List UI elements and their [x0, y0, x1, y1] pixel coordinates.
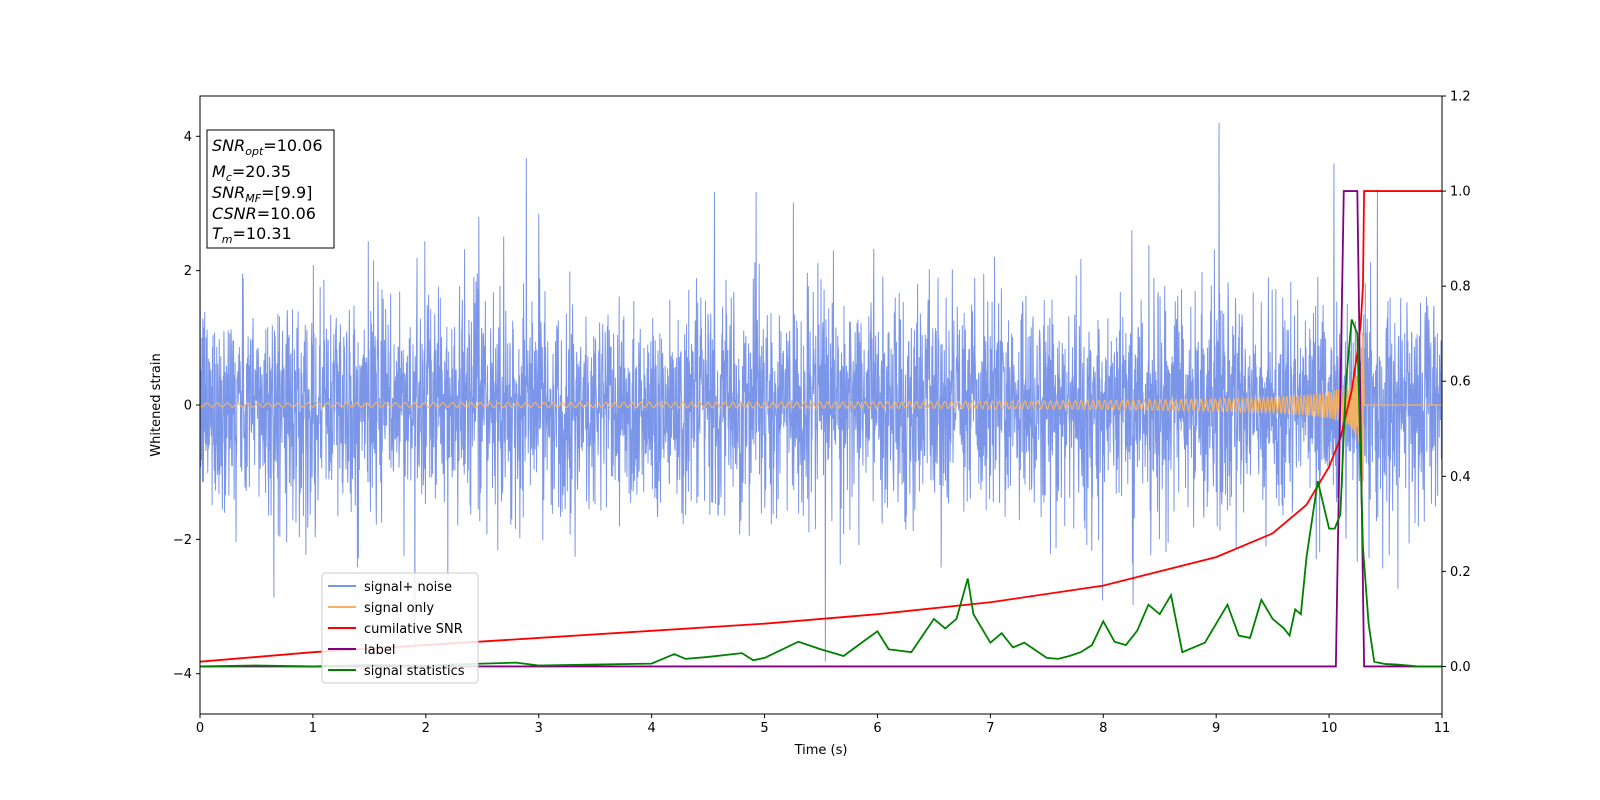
y2-tick-label: 1.2	[1450, 90, 1471, 105]
series-signal-noise-line	[200, 122, 1442, 662]
legend-label: signal+ noise	[364, 580, 452, 595]
y-tick-label: −4	[173, 667, 192, 682]
y-tick-label: 0	[184, 399, 192, 414]
x-tick-label: 6	[873, 721, 881, 736]
y-tick-label: 2	[184, 264, 192, 279]
y2-axis-ticks: 1.2 1.0 0.8 0.6 0.4 0.2 0.0	[1442, 90, 1471, 675]
y-axis-ticks: 4 2 0 −2 −4	[173, 130, 200, 682]
y2-tick-label: 0.0	[1450, 660, 1471, 675]
y2-tick-label: 0.2	[1450, 565, 1471, 580]
y-tick-label: −2	[173, 533, 192, 548]
x-tick-label: 9	[1212, 721, 1220, 736]
legend-label: signal only	[364, 601, 434, 616]
legend-label: label	[364, 643, 395, 658]
x-tick-label: 10	[1321, 721, 1338, 736]
legend-label: cumilative SNR	[364, 622, 463, 637]
y-axis-label: Whitened strain	[149, 353, 164, 456]
x-tick-label: 3	[535, 721, 543, 736]
y2-tick-label: 1.0	[1450, 185, 1471, 200]
annotation-chirp-mass: Mc=20.35	[212, 162, 291, 184]
x-axis-label: Time (s)	[794, 743, 848, 758]
series-label-line	[200, 190, 1442, 668]
x-tick-label: 0	[196, 721, 204, 736]
annotation-snr-mf: SNRMF=[9.9]	[212, 183, 312, 205]
annotation-box: SNRopt=10.06 Mc=20.35 SNRMF=[9.9] CSNR=1…	[206, 129, 335, 249]
annotation-csnr: CSNR=10.06	[212, 204, 316, 223]
x-tick-label: 8	[1099, 721, 1107, 736]
legend-label: signal statistics	[364, 664, 465, 679]
y2-tick-label: 0.4	[1450, 470, 1471, 485]
series-signal-only-line	[200, 332, 1442, 482]
series-signal-statistics-line	[200, 319, 1442, 668]
x-tick-label: 7	[986, 721, 994, 736]
y2-tick-label: 0.6	[1450, 375, 1471, 390]
annotation-snr-opt: SNRopt=10.06	[212, 136, 323, 158]
y2-tick-label: 0.8	[1450, 280, 1471, 295]
legend: signal+ noise signal only cumilative SNR la…	[321, 572, 479, 684]
x-tick-label: 5	[760, 721, 768, 736]
x-tick-label: 4	[647, 721, 655, 736]
y-tick-label: 4	[184, 130, 192, 145]
x-tick-label: 1	[309, 721, 317, 736]
plot-area	[200, 122, 1442, 668]
x-tick-label: 2	[422, 721, 430, 736]
x-tick-label: 11	[1434, 721, 1451, 736]
annotation-merger-time: Tm=10.31	[212, 224, 292, 246]
x-axis-ticks: 0 1 2 3 4 5 6 7 8 9 10 11	[196, 714, 1450, 736]
